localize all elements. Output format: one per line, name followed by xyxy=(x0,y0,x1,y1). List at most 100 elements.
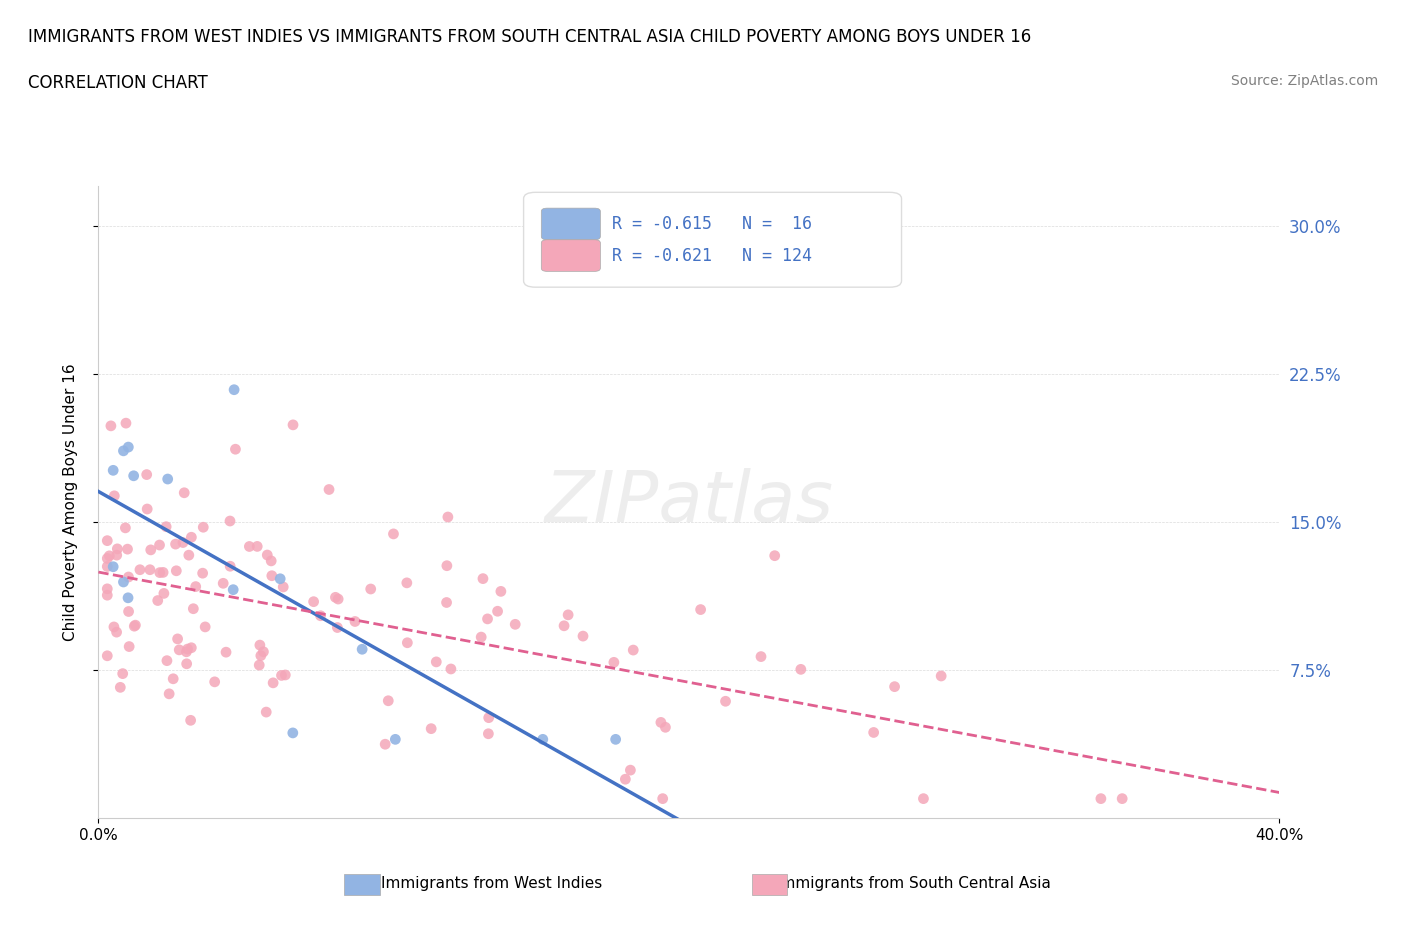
Point xyxy=(103,488,125,503)
Point xyxy=(912,791,935,806)
Point xyxy=(100,418,122,433)
FancyBboxPatch shape xyxy=(523,193,901,287)
Point xyxy=(105,541,128,556)
Point xyxy=(172,535,194,550)
Point xyxy=(478,711,501,725)
Point xyxy=(176,644,198,659)
Point xyxy=(274,668,297,683)
Point xyxy=(153,586,176,601)
Point xyxy=(790,662,813,677)
Point xyxy=(689,602,711,617)
Point xyxy=(204,674,226,689)
Text: Immigrants from West Indies: Immigrants from West Indies xyxy=(381,876,603,891)
Point xyxy=(489,584,512,599)
Point xyxy=(173,485,195,500)
Point xyxy=(238,539,260,554)
Point xyxy=(614,772,637,787)
Point xyxy=(117,541,139,556)
Point xyxy=(377,694,399,709)
Point xyxy=(219,559,242,574)
Point xyxy=(420,722,443,737)
Point xyxy=(176,642,198,657)
Point xyxy=(112,444,135,458)
Point xyxy=(165,537,187,551)
Point xyxy=(396,635,419,650)
Point xyxy=(224,442,246,457)
Point xyxy=(374,737,396,751)
Point xyxy=(260,553,283,568)
Point xyxy=(395,576,418,591)
Point xyxy=(105,548,128,563)
Text: Source: ZipAtlas.com: Source: ZipAtlas.com xyxy=(1230,74,1378,88)
Point xyxy=(325,590,347,604)
Point xyxy=(166,631,188,646)
Point xyxy=(470,630,492,644)
FancyBboxPatch shape xyxy=(541,208,600,240)
Text: Immigrants from South Central Asia: Immigrants from South Central Asia xyxy=(776,876,1052,891)
Point xyxy=(110,680,132,695)
Point xyxy=(148,538,170,552)
Point xyxy=(176,657,198,671)
Point xyxy=(557,607,579,622)
Point xyxy=(328,591,350,606)
Point xyxy=(471,571,494,586)
Point xyxy=(167,643,190,658)
Point xyxy=(96,581,118,596)
Point xyxy=(477,726,499,741)
Text: IMMIGRANTS FROM WEST INDIES VS IMMIGRANTS FROM SOUTH CENTRAL ASIA CHILD POVERTY : IMMIGRANTS FROM WEST INDIES VS IMMIGRANT… xyxy=(28,28,1032,46)
Point xyxy=(103,559,125,574)
Point xyxy=(269,571,291,586)
Point xyxy=(156,653,179,668)
Point xyxy=(262,675,284,690)
Point xyxy=(96,533,118,548)
Point xyxy=(135,467,157,482)
Point xyxy=(111,666,134,681)
Point xyxy=(281,418,304,432)
Point xyxy=(384,732,406,747)
Point xyxy=(651,791,673,806)
Point xyxy=(152,565,174,579)
Point xyxy=(883,679,905,694)
Point xyxy=(270,668,292,683)
Point xyxy=(360,581,382,596)
Point xyxy=(531,732,554,747)
Point xyxy=(122,469,145,484)
Point xyxy=(619,763,641,777)
Point xyxy=(249,638,271,653)
Point xyxy=(180,530,202,545)
Point xyxy=(112,575,135,590)
Point xyxy=(382,526,405,541)
Text: ZIPatlas: ZIPatlas xyxy=(544,468,834,537)
Point xyxy=(650,715,672,730)
Point xyxy=(139,563,162,578)
Point xyxy=(436,595,458,610)
Point xyxy=(180,713,202,728)
Point xyxy=(222,582,245,597)
Point xyxy=(136,501,159,516)
Point xyxy=(572,629,595,644)
Point xyxy=(246,539,269,554)
Point xyxy=(105,625,128,640)
Point xyxy=(114,521,136,536)
Point xyxy=(177,548,200,563)
Point xyxy=(165,564,187,578)
Point xyxy=(553,618,575,633)
Point xyxy=(352,642,374,657)
Y-axis label: Child Poverty Among Boys Under 16: Child Poverty Among Boys Under 16 xyxy=(63,364,77,641)
Point xyxy=(224,382,246,397)
Point xyxy=(96,559,118,574)
Point xyxy=(156,472,179,486)
Point xyxy=(139,542,162,557)
Point xyxy=(117,604,139,619)
Point xyxy=(326,620,349,635)
Point xyxy=(124,618,146,633)
Point xyxy=(184,579,207,594)
Point xyxy=(486,604,509,618)
Point xyxy=(281,725,304,740)
Point xyxy=(763,549,786,564)
Point xyxy=(118,639,141,654)
Point xyxy=(929,669,952,684)
FancyBboxPatch shape xyxy=(541,240,600,272)
Point xyxy=(117,591,139,605)
Point xyxy=(117,440,139,455)
